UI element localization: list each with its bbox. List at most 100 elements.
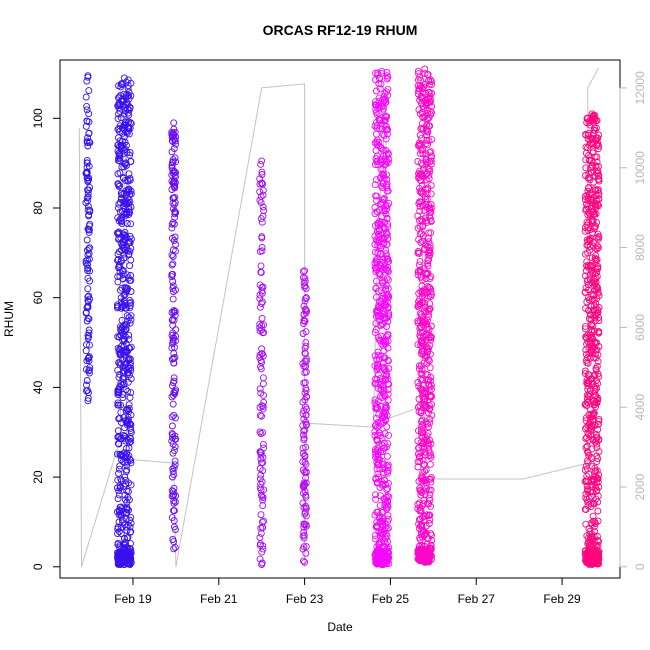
data-point [121, 176, 129, 184]
data-point [127, 316, 135, 324]
data-point [117, 408, 125, 416]
data-point [586, 488, 594, 496]
data-point [422, 156, 430, 164]
data-point [424, 313, 432, 321]
data-point [114, 495, 122, 503]
data-point [371, 139, 379, 147]
data-point [378, 184, 386, 192]
data-point [371, 328, 379, 336]
data-point [418, 426, 425, 434]
data-point [258, 157, 266, 165]
data-point [591, 185, 599, 193]
secondary-y-axis: 0 2000 4000 6000 8000 10000 12000 [619, 71, 647, 570]
data-point [125, 356, 133, 364]
data-point [586, 418, 594, 426]
data-point [378, 159, 385, 166]
data-point [114, 115, 122, 123]
data-point [84, 225, 92, 233]
data-point [125, 551, 133, 559]
data-point [381, 206, 389, 214]
data-point [169, 295, 177, 303]
data-point [85, 211, 93, 219]
data-point [127, 513, 135, 521]
data-point [585, 436, 593, 444]
data-point [593, 141, 601, 149]
data-point [301, 297, 309, 305]
data-point [257, 215, 265, 223]
data-point [126, 103, 134, 111]
data-point [591, 244, 599, 252]
data-point [371, 532, 379, 540]
data-point [125, 274, 132, 282]
data-point [302, 512, 310, 520]
data-point [127, 276, 135, 284]
data-point [119, 275, 127, 283]
data-point [115, 228, 123, 236]
data-point [384, 511, 392, 519]
data-point [83, 168, 91, 176]
data-point [423, 218, 431, 226]
data-point [381, 477, 388, 485]
data-point [115, 518, 123, 526]
data-point [378, 67, 386, 75]
data-point [374, 161, 382, 169]
data-point [86, 295, 94, 303]
data-point [415, 261, 423, 269]
data-point [375, 138, 383, 146]
data-point [374, 351, 382, 359]
data-point [301, 317, 309, 325]
data-point [426, 419, 434, 427]
data-point [171, 457, 179, 465]
data-point [595, 448, 603, 456]
data-point [121, 535, 128, 543]
data-point [594, 357, 602, 365]
data-point [260, 486, 268, 494]
data-point [120, 90, 128, 98]
data-point [127, 389, 135, 397]
data-point [120, 74, 128, 82]
data-point [302, 295, 310, 302]
data-point [419, 94, 427, 102]
data-point [418, 472, 426, 480]
series-column-1 [82, 72, 94, 405]
data-point [590, 277, 598, 285]
data-point [169, 465, 177, 473]
data-point [115, 511, 123, 519]
data-point [127, 119, 134, 127]
data-point [256, 411, 264, 419]
data-point [384, 469, 392, 477]
data-point [594, 420, 602, 428]
data-point [375, 336, 383, 344]
data-point [300, 520, 308, 528]
data-point [417, 449, 425, 457]
data-point [421, 353, 429, 361]
data-point [585, 184, 593, 191]
data-point [417, 177, 425, 185]
data-point [425, 283, 433, 291]
data-point [168, 132, 176, 140]
data-point [594, 426, 602, 433]
data-point [256, 541, 264, 549]
data-point [584, 380, 592, 387]
data-point [426, 392, 434, 400]
data-point [169, 536, 177, 543]
data-point [257, 480, 265, 488]
data-point [590, 398, 598, 405]
data-point [423, 170, 430, 178]
data-point [592, 210, 600, 218]
data-point [300, 362, 308, 370]
data-point [594, 550, 602, 558]
data-point [426, 341, 434, 349]
data-point [382, 401, 390, 409]
data-point [170, 359, 178, 367]
data-point [427, 190, 435, 198]
data-point [169, 253, 177, 260]
data-point [83, 357, 91, 365]
data-point [379, 508, 387, 516]
data-point [377, 332, 385, 340]
data-point [377, 554, 385, 562]
data-point [169, 336, 177, 344]
data-point [83, 381, 90, 389]
data-point [426, 516, 434, 524]
data-point [424, 141, 431, 149]
